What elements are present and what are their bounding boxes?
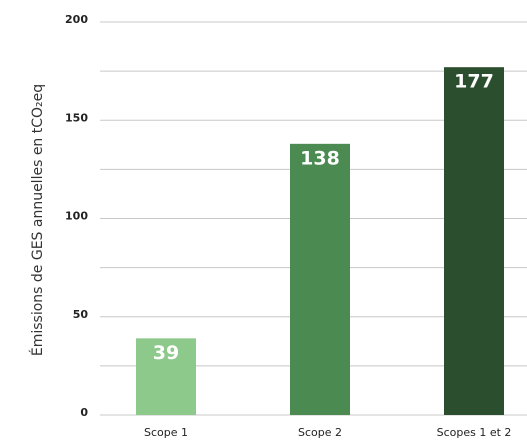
y-tick-label: 200: [65, 13, 88, 26]
data-label: 138: [300, 147, 340, 169]
bar: [290, 143, 350, 415]
y-tick-label: 50: [73, 308, 89, 321]
y-tick-label: 0: [80, 406, 88, 419]
y-tick-label: 100: [65, 210, 88, 223]
data-label: 39: [153, 342, 179, 364]
bar: [136, 338, 196, 415]
x-tick-label: Scopes 1 et 2: [437, 426, 512, 439]
y-tick-label: 150: [65, 111, 88, 124]
bar: [444, 67, 504, 415]
data-label: 177: [454, 71, 494, 93]
y-axis-title: Émissions de GES annuelles en tCO₂eq: [29, 84, 46, 356]
x-tick-label: Scope 2: [298, 426, 342, 439]
x-tick-label: Scope 1: [144, 426, 188, 439]
